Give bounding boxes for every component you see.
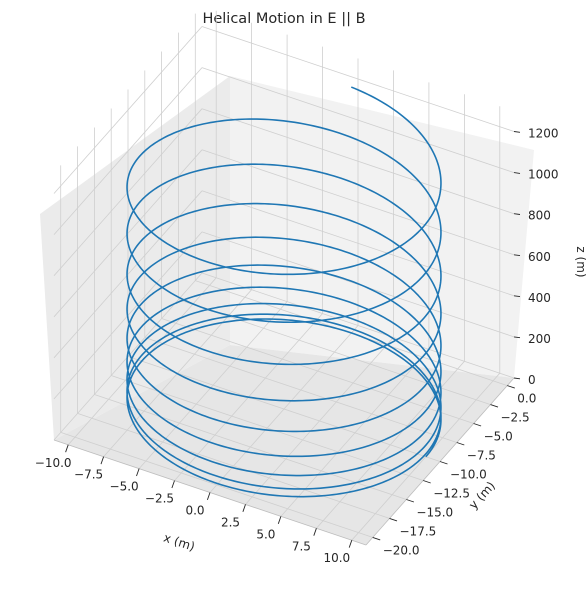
z-tick-label: 800: [528, 209, 551, 223]
z-tick-label: 600: [528, 250, 551, 264]
y-axis-ticks: 0.0 −2.5 −5.0 −7.5 −10.0 −12.5 −15.0 −17.5 −20.0: [372, 385, 536, 557]
y-tick-label: −20.0: [383, 543, 420, 557]
x-tick-label: −5.0: [110, 480, 139, 494]
x-tick-label: 0.0: [185, 504, 204, 518]
x-tick-label: 5.0: [256, 527, 275, 541]
x-tick-label: 2.5: [221, 515, 240, 529]
x-tick-label: 10.0: [323, 551, 350, 565]
y-tick-label: −17.5: [400, 524, 437, 538]
z-tick-label: 400: [528, 291, 551, 305]
z-axis-ticks: 0 200 400 600 800 1000 1200: [513, 127, 559, 387]
x-tick-label: 7.5: [292, 539, 311, 553]
x-tick-label: −10.0: [35, 456, 72, 470]
x-axis-label: x (m): [162, 531, 197, 554]
y-tick-label: 0.0: [517, 392, 536, 406]
helix-series-line: [126, 86, 442, 498]
z-tick-label: 0: [528, 373, 536, 387]
y-tick-label: −2.5: [501, 411, 530, 425]
y-tick-label: −15.0: [416, 506, 453, 520]
y-tick-label: −7.5: [467, 449, 496, 463]
x-tick-label: −2.5: [145, 492, 174, 506]
z-axis-label: z (m): [574, 246, 586, 277]
z-tick-label: 1000: [528, 168, 559, 182]
z-tick-label: 1200: [528, 127, 559, 141]
z-tick-label: 200: [528, 332, 551, 346]
y-tick-label: −10.0: [450, 468, 487, 482]
y-tick-label: −5.0: [484, 430, 513, 444]
y-tick-label: −12.5: [433, 487, 470, 501]
back-pane-yz: [40, 76, 230, 440]
y-axis-label: y (m): [466, 479, 498, 512]
x-axis-ticks: −10.0−7.5 −5.0 −2.5 0.0 2.5 5.0 7.5 10.0: [35, 444, 353, 565]
back-pane-xz: [230, 76, 534, 378]
x-tick-label: −7.5: [74, 468, 103, 482]
chart-title: Helical Motion in E || B: [202, 11, 365, 27]
